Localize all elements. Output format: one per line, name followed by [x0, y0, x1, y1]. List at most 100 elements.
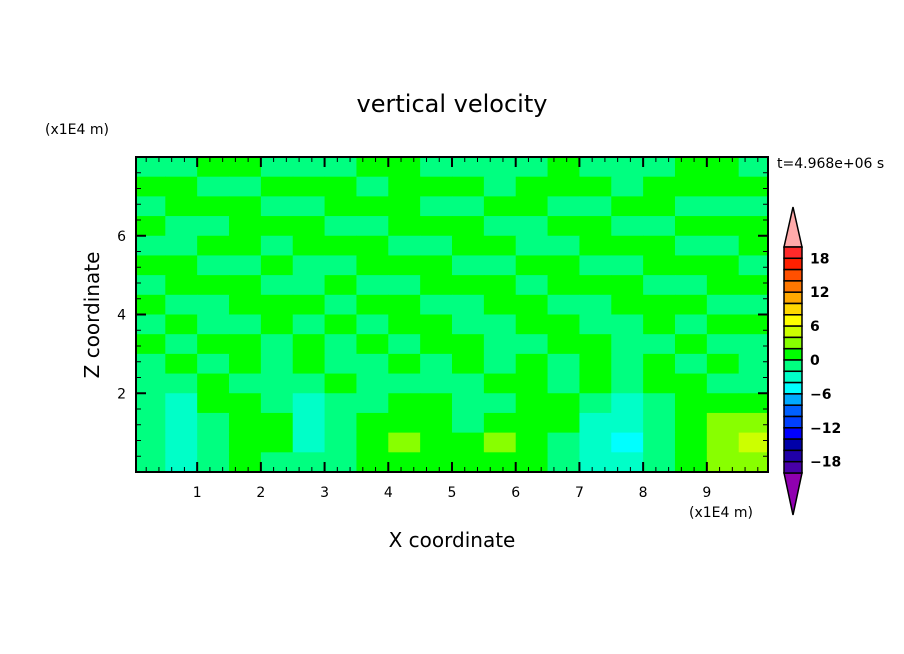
- heatmap-cell: [515, 235, 549, 256]
- heatmap-cell: [165, 157, 198, 178]
- heatmap-cell: [420, 452, 453, 473]
- heatmap-cell: [229, 373, 262, 394]
- heatmap-cell: [388, 452, 421, 473]
- heatmap-cell: [197, 196, 230, 217]
- heatmap-cell: [136, 157, 166, 178]
- heatmap-cell: [643, 176, 676, 197]
- heatmap-cell: [706, 314, 740, 335]
- heatmap-cell: [292, 255, 326, 276]
- heatmap-cell: [611, 294, 644, 315]
- heatmap-cell: [611, 334, 644, 355]
- heatmap-cell: [515, 176, 549, 197]
- heatmap-cell: [452, 452, 485, 473]
- heatmap-cell: [643, 314, 676, 335]
- heatmap-cell: [356, 275, 389, 296]
- heatmap-cell: [643, 255, 676, 276]
- heatmap-cell: [260, 432, 294, 453]
- heatmap-cell: [229, 176, 262, 197]
- heatmap-cell: [229, 216, 262, 237]
- heatmap-cell: [643, 275, 676, 296]
- heatmap-cell: [136, 353, 166, 375]
- heatmap-cell: [452, 196, 485, 217]
- heatmap-cell: [388, 373, 421, 394]
- heatmap-cell: [229, 393, 262, 414]
- heatmap-cell: [324, 314, 357, 335]
- colorbar-box: [783, 336, 803, 350]
- heatmap-cell: [547, 176, 580, 197]
- heatmap-cell: [738, 255, 769, 276]
- heatmap-cell: [420, 275, 453, 296]
- heatmap-cell: [579, 452, 612, 473]
- heatmap-cell: [515, 432, 549, 453]
- colorbar-tick-label: −12: [810, 421, 841, 437]
- heatmap-cell: [324, 393, 357, 414]
- heatmap-cell: [515, 373, 549, 394]
- heatmap-cell: [165, 353, 198, 375]
- heatmap-cell: [611, 235, 644, 256]
- heatmap-cell: [388, 157, 421, 178]
- heatmap-cell: [611, 393, 644, 414]
- time-label: t=4.968e+06 s: [777, 156, 884, 172]
- colorbar-tick-label: −18: [810, 455, 841, 471]
- heatmap-cell: [515, 334, 549, 355]
- heatmap-cell: [452, 432, 485, 453]
- heatmap-cell: [547, 275, 580, 296]
- colorbar-tick-label: 12: [810, 285, 829, 301]
- heatmap-cell: [452, 176, 485, 197]
- heatmap-cell: [324, 452, 357, 473]
- heatmap-cell: [197, 334, 230, 355]
- heatmap-cell: [260, 452, 294, 473]
- heatmap-cell: [292, 393, 326, 414]
- chart-title: vertical velocity: [357, 90, 548, 118]
- heatmap-cell: [483, 235, 517, 256]
- colorbar-box: [783, 347, 803, 361]
- heatmap-cell: [483, 157, 517, 178]
- heatmap-cell: [674, 196, 708, 217]
- heatmap-cell: [674, 294, 708, 315]
- heatmap-cell: [706, 294, 740, 315]
- heatmap-cell: [197, 393, 230, 414]
- heatmap-cell: [356, 314, 389, 335]
- heatmap-cell: [388, 294, 421, 315]
- heatmap-cell: [260, 255, 294, 276]
- heatmap-cell: [579, 334, 612, 355]
- heatmap-cell: [706, 412, 740, 434]
- colorbar-box: [783, 246, 803, 260]
- heatmap-cell: [388, 314, 421, 335]
- heatmap-cell: [165, 216, 198, 237]
- heatmap-cell: [674, 353, 708, 375]
- heatmap-cell: [197, 432, 230, 453]
- heatmap-cell: [292, 452, 326, 473]
- heatmap-cell: [579, 432, 612, 453]
- heatmap-cell: [547, 255, 580, 276]
- heatmap-cell: [136, 255, 166, 276]
- heatmap-cell: [388, 176, 421, 197]
- heatmap-cell: [420, 294, 453, 315]
- heatmap-cell: [452, 275, 485, 296]
- heatmap-cell: [420, 393, 453, 414]
- heatmap-cell: [611, 314, 644, 335]
- heatmap-cell: [197, 294, 230, 315]
- colorbar-box: [783, 359, 803, 373]
- heatmap-cell: [674, 373, 708, 394]
- heatmap-cell: [738, 196, 769, 217]
- heatmap-cell: [738, 157, 769, 178]
- heatmap-cell: [515, 255, 549, 276]
- heatmap-cell: [292, 334, 326, 355]
- heatmap-cell: [136, 275, 166, 296]
- heatmap-cell: [292, 373, 326, 394]
- colorbar-tick-label: 0: [810, 353, 820, 369]
- heatmap-cell: [547, 314, 580, 335]
- heatmap-cell: [229, 334, 262, 355]
- heatmap-cell: [643, 373, 676, 394]
- heatmap-cell: [452, 334, 485, 355]
- heatmap-cell: [197, 275, 230, 296]
- heatmap-cell: [356, 235, 389, 256]
- heatmap-cell: [165, 412, 198, 434]
- heatmap-cell: [611, 432, 644, 453]
- heatmap-cell: [136, 196, 166, 217]
- heatmap-cell: [579, 196, 612, 217]
- heatmap-cell: [356, 294, 389, 315]
- heatmap-cell: [674, 176, 708, 197]
